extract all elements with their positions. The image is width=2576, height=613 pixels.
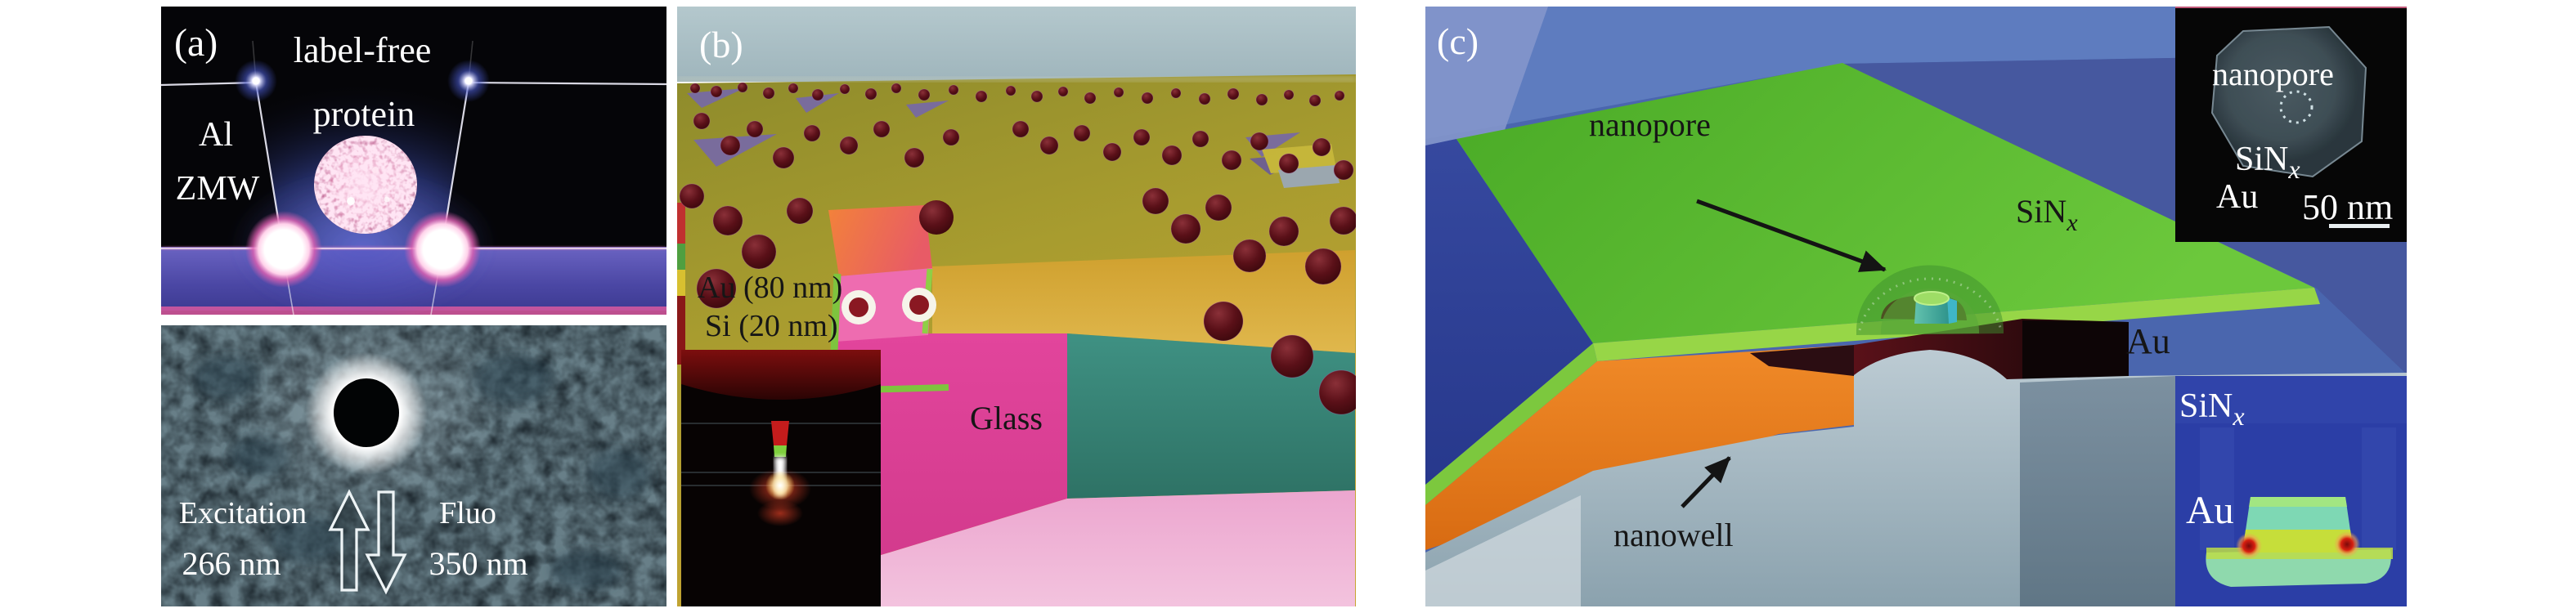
panel-b-tag: (b) xyxy=(699,24,743,65)
cutaway-structure xyxy=(828,200,1355,606)
excitation-up-arrow xyxy=(328,489,370,592)
aperture-dark-core xyxy=(334,378,399,447)
cavity-black xyxy=(2022,320,2129,383)
hotspot-left xyxy=(2236,533,2262,559)
nanopore-cylinder-top xyxy=(1914,291,1950,306)
fluorescence-down-arrow xyxy=(365,490,407,595)
tem-membrane-blob xyxy=(2210,25,2367,178)
bottom-right-hotspot xyxy=(404,211,481,288)
panel-a-top-zmw-simulation: (a) label-free protein Al ZMW xyxy=(161,7,666,315)
si-layer-label: Si (20 nm) xyxy=(705,309,838,343)
nanohole-left-core xyxy=(849,298,868,317)
sinx-membrane-top xyxy=(1456,63,2314,343)
label-free-protein-blob xyxy=(314,136,417,234)
panel-b-au-si-zmw-render: (b) Au (80 nm) Si (20 nm) Glass xyxy=(677,7,1356,606)
top-right-hotspot-core xyxy=(464,77,473,85)
well-top-seam xyxy=(2249,497,2347,507)
top-left-hotspot-core xyxy=(252,77,260,85)
zmw-label: ZMW xyxy=(176,170,260,208)
gold-layer-left xyxy=(1425,345,1854,550)
funnel-starburst xyxy=(765,471,795,500)
glass-slab-light xyxy=(830,490,1355,606)
glass-slab xyxy=(830,333,1067,570)
bottom-left-hotspot xyxy=(245,211,322,288)
sinx-membrane-label: SiNx xyxy=(2016,193,2078,236)
label-free-text: label-free xyxy=(294,30,432,70)
horizon-line xyxy=(677,77,1356,82)
al-label: Al xyxy=(199,116,233,154)
nanopore-label: nanopore xyxy=(1589,106,1711,143)
fdtd-inset-blue: SiNx Au xyxy=(2175,376,2407,606)
tem-nanopore-label: nanopore xyxy=(2212,56,2334,92)
nanohole-right-core xyxy=(909,295,929,315)
panel-a-tag: (a) xyxy=(174,21,218,65)
funnel-lower-glow xyxy=(757,500,803,526)
protein-text: protein xyxy=(313,94,415,134)
gold-block-right xyxy=(932,250,1355,391)
colorbar-sliver xyxy=(677,203,685,365)
tem-sinx-label: SiNx xyxy=(2235,141,2300,184)
excitation-wavelength: 266 nm xyxy=(182,545,280,582)
funnel-red xyxy=(771,421,789,445)
nanopore-arrow xyxy=(1696,199,1887,272)
fluo-wavelength: 350 nm xyxy=(429,545,527,582)
gray-right-column xyxy=(2020,376,2175,606)
tem-scalebar xyxy=(2329,224,2390,228)
gold-label: Au xyxy=(2126,321,2170,361)
bottom-left-pale xyxy=(1425,495,1581,606)
glass-label: Glass xyxy=(970,400,1043,436)
well-yellow-band xyxy=(2242,530,2354,553)
nanowell-arrow xyxy=(1681,456,1731,508)
fdtd-au-label: Au xyxy=(2186,489,2234,532)
panel-c-nanopore-nanowell-schematic: (c) nanopore SiNx Au nanowell nanopore S… xyxy=(1425,7,2407,606)
panel-a-bottom-aperture-image: Excitation 266 nm Fluo 350 nm xyxy=(161,325,666,606)
excitation-label: Excitation xyxy=(179,496,307,530)
ledge-sphere xyxy=(919,200,954,235)
funnel-green xyxy=(774,445,787,457)
nanopore-cylinder-side xyxy=(1947,298,1957,324)
fdtd-inset-red xyxy=(681,350,881,606)
cavity-shadow-wedge xyxy=(1750,345,1854,376)
background-top-light xyxy=(1425,7,2407,139)
panel-c-tag: (c) xyxy=(1437,20,1479,62)
sinx-layer-left-edge xyxy=(1425,343,1597,505)
tem-nanopore-dotted-circle xyxy=(2279,90,2313,124)
au-layer-label: Au (80 nm) xyxy=(698,271,842,305)
fdtd-sinx-label: SiNx xyxy=(2179,387,2245,431)
silicon-slab-front xyxy=(1425,139,1593,485)
tem-inset: nanopore SiNx Au 50 nm xyxy=(2175,7,2407,242)
fluo-label: Fluo xyxy=(439,496,496,530)
sky-band xyxy=(677,7,1356,82)
au-cap xyxy=(828,205,932,276)
tem-scalebar-text: 50 nm xyxy=(2302,187,2393,227)
nanowell-label: nanowell xyxy=(1613,517,1734,553)
nanoparticle-spheres xyxy=(679,82,1356,415)
tem-au-label: Au xyxy=(2216,178,2258,216)
hotspot-right xyxy=(2334,531,2360,557)
direction-arrows xyxy=(328,489,407,595)
